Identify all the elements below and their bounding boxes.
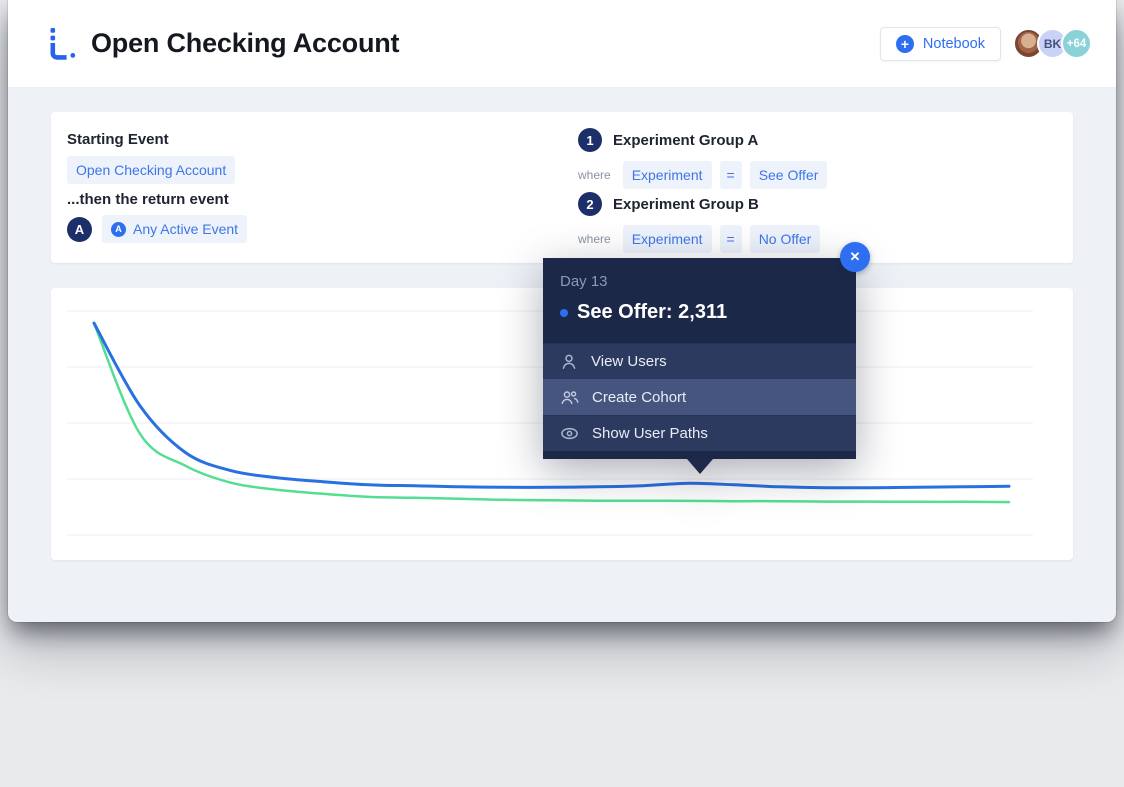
starting-event-label: Starting Event: [67, 131, 169, 148]
series-line-see-offer: [92, 321, 1011, 490]
return-event-chip[interactable]: A Any Active Event: [102, 215, 248, 243]
group-a-index-badge: 1: [578, 128, 602, 152]
group-a-name: Experiment Group A: [613, 131, 759, 149]
group-a-property-chip[interactable]: Experiment: [622, 161, 712, 189]
starting-event-chip[interactable]: Open Checking Account: [67, 156, 236, 184]
menu-item-show-user-paths[interactable]: Show User Paths: [543, 415, 856, 451]
group-a-where-label: where: [578, 168, 611, 182]
group-b-value-chip[interactable]: No Offer: [749, 225, 821, 253]
menu-item-label: Show User Paths: [592, 425, 708, 442]
group-b-operator-chip[interactable]: =: [719, 225, 742, 253]
user-icon: [560, 353, 578, 370]
return-event-badge: A: [67, 216, 92, 242]
tooltip-headline: See Offer: 2,311: [560, 301, 839, 324]
any-active-event-icon: A: [111, 221, 126, 237]
close-tooltip-button[interactable]: ✕: [840, 242, 870, 272]
menu-item-label: View Users: [591, 353, 667, 370]
users-icon: [560, 389, 579, 406]
group-b-index-badge: 2: [578, 192, 602, 216]
tooltip-headline-text: See Offer: 2,311: [577, 301, 728, 323]
eye-icon: [560, 426, 579, 441]
menu-item-label: Create Cohort: [592, 389, 687, 406]
series-line-no-offer: [92, 321, 1011, 504]
menu-item-create-cohort[interactable]: Create Cohort: [543, 379, 856, 415]
page-title: Open Checking Account: [91, 28, 400, 58]
avatar-group: BK +64: [1013, 28, 1092, 59]
series-dot-icon: [560, 308, 568, 317]
group-b-property-chip[interactable]: Experiment: [622, 225, 712, 253]
avatar-overflow-count[interactable]: +64: [1061, 28, 1092, 59]
app-header: Open Checking Account + Notebook BK +64: [8, 0, 1116, 88]
group-a-operator-chip[interactable]: =: [719, 161, 742, 189]
tooltip-day-label: Day 13: [560, 273, 608, 290]
event-setup-card: Starting Event Open Checking Account ...…: [51, 112, 1073, 263]
notebook-button[interactable]: + Notebook: [879, 26, 1001, 61]
app-window: Open Checking Account + Notebook BK +64 …: [8, 0, 1116, 622]
tooltip-pointer-arrow: [687, 459, 713, 474]
tooltip-header: Day 13 See Offer: 2,311: [543, 258, 856, 343]
header-actions: + Notebook BK +64: [879, 26, 1092, 61]
close-icon: ✕: [849, 249, 861, 264]
chart-axes-logo-icon: [50, 27, 76, 60]
group-b-where-label: where: [578, 232, 611, 246]
avatar-bk[interactable]: BK: [1037, 28, 1068, 59]
notebook-button-label: Notebook: [922, 35, 985, 52]
group-a-value-chip[interactable]: See Offer: [749, 161, 828, 189]
return-event-chip-label: Any Active Event: [133, 221, 239, 237]
menu-item-view-users[interactable]: View Users: [543, 343, 856, 379]
plus-circle-icon: +: [895, 34, 914, 53]
group-b-name: Experiment Group B: [613, 195, 759, 213]
chart-tooltip: Day 13 See Offer: 2,311 View Users: [543, 258, 856, 474]
tooltip-footer: [543, 451, 856, 459]
return-event-label: ...then the return event: [67, 191, 229, 208]
